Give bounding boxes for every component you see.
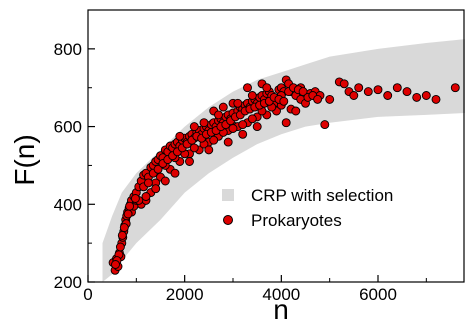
x-tick-label: 2000 <box>166 285 204 304</box>
x-axis-label: n <box>273 294 289 323</box>
data-point <box>153 164 163 174</box>
data-point <box>119 223 129 233</box>
data-point <box>325 94 335 104</box>
data-point <box>141 192 151 201</box>
data-point <box>247 91 257 100</box>
data-point <box>421 91 431 100</box>
data-point <box>354 83 364 93</box>
data-point <box>170 168 180 178</box>
x-tick-label: 6000 <box>359 285 397 304</box>
data-point <box>313 94 323 104</box>
data-point <box>218 102 228 112</box>
data-point <box>349 91 359 100</box>
data-point <box>130 194 140 203</box>
data-point <box>431 94 441 104</box>
data-point <box>189 122 199 132</box>
data-point <box>279 96 289 106</box>
data-point <box>214 110 223 120</box>
data-point <box>320 120 330 130</box>
data-point <box>402 87 412 97</box>
data-point <box>151 184 161 194</box>
legend-points-label: Prokaryotes <box>251 211 342 230</box>
plot-area <box>102 39 465 282</box>
legend-band-marker <box>222 189 234 201</box>
data-point <box>160 176 170 186</box>
crp-band <box>102 39 465 282</box>
data-point <box>412 92 422 102</box>
legend-background <box>208 183 456 235</box>
data-point <box>243 83 252 93</box>
y-axis-label: F(n) <box>9 134 40 185</box>
data-point <box>185 157 194 166</box>
data-point <box>247 114 257 124</box>
data-point <box>298 87 308 97</box>
data-point <box>115 242 125 252</box>
data-point <box>125 201 135 211</box>
data-point <box>450 83 460 93</box>
legend-points-marker <box>223 215 233 225</box>
data-point <box>228 124 238 133</box>
x-tick-label: 4000 <box>262 285 300 304</box>
data-point <box>123 209 133 219</box>
data-point <box>252 122 262 132</box>
plot-frame <box>87 9 465 283</box>
data-point <box>238 120 248 130</box>
data-point <box>392 83 402 93</box>
data-point <box>175 131 185 141</box>
y-tick-label: 800 <box>54 40 82 59</box>
data-point <box>111 260 120 269</box>
data-point <box>199 118 209 128</box>
data-point <box>117 230 127 240</box>
legend: CRP with selection Prokaryotes <box>208 183 456 235</box>
data-point <box>233 98 243 108</box>
data-point <box>143 178 153 188</box>
data-point <box>281 118 291 128</box>
data-point <box>262 83 272 93</box>
x-tick-label: 0 <box>83 285 92 304</box>
data-point <box>189 143 199 153</box>
data-point <box>238 129 248 139</box>
data-point <box>373 85 383 95</box>
y-tick-label: 400 <box>54 195 82 214</box>
data-point <box>209 135 219 145</box>
data-point <box>363 87 373 97</box>
legend-band-label: CRP with selection <box>251 186 393 205</box>
y-tick-label: 200 <box>54 273 82 292</box>
data-point <box>339 79 349 89</box>
axes: 0 2000 4000 6000 200 400 600 800 <box>54 9 465 304</box>
data-point <box>383 91 393 100</box>
data-point <box>291 106 301 116</box>
y-tick-label: 600 <box>54 118 82 137</box>
data-point <box>223 137 233 147</box>
data-point <box>204 145 214 155</box>
